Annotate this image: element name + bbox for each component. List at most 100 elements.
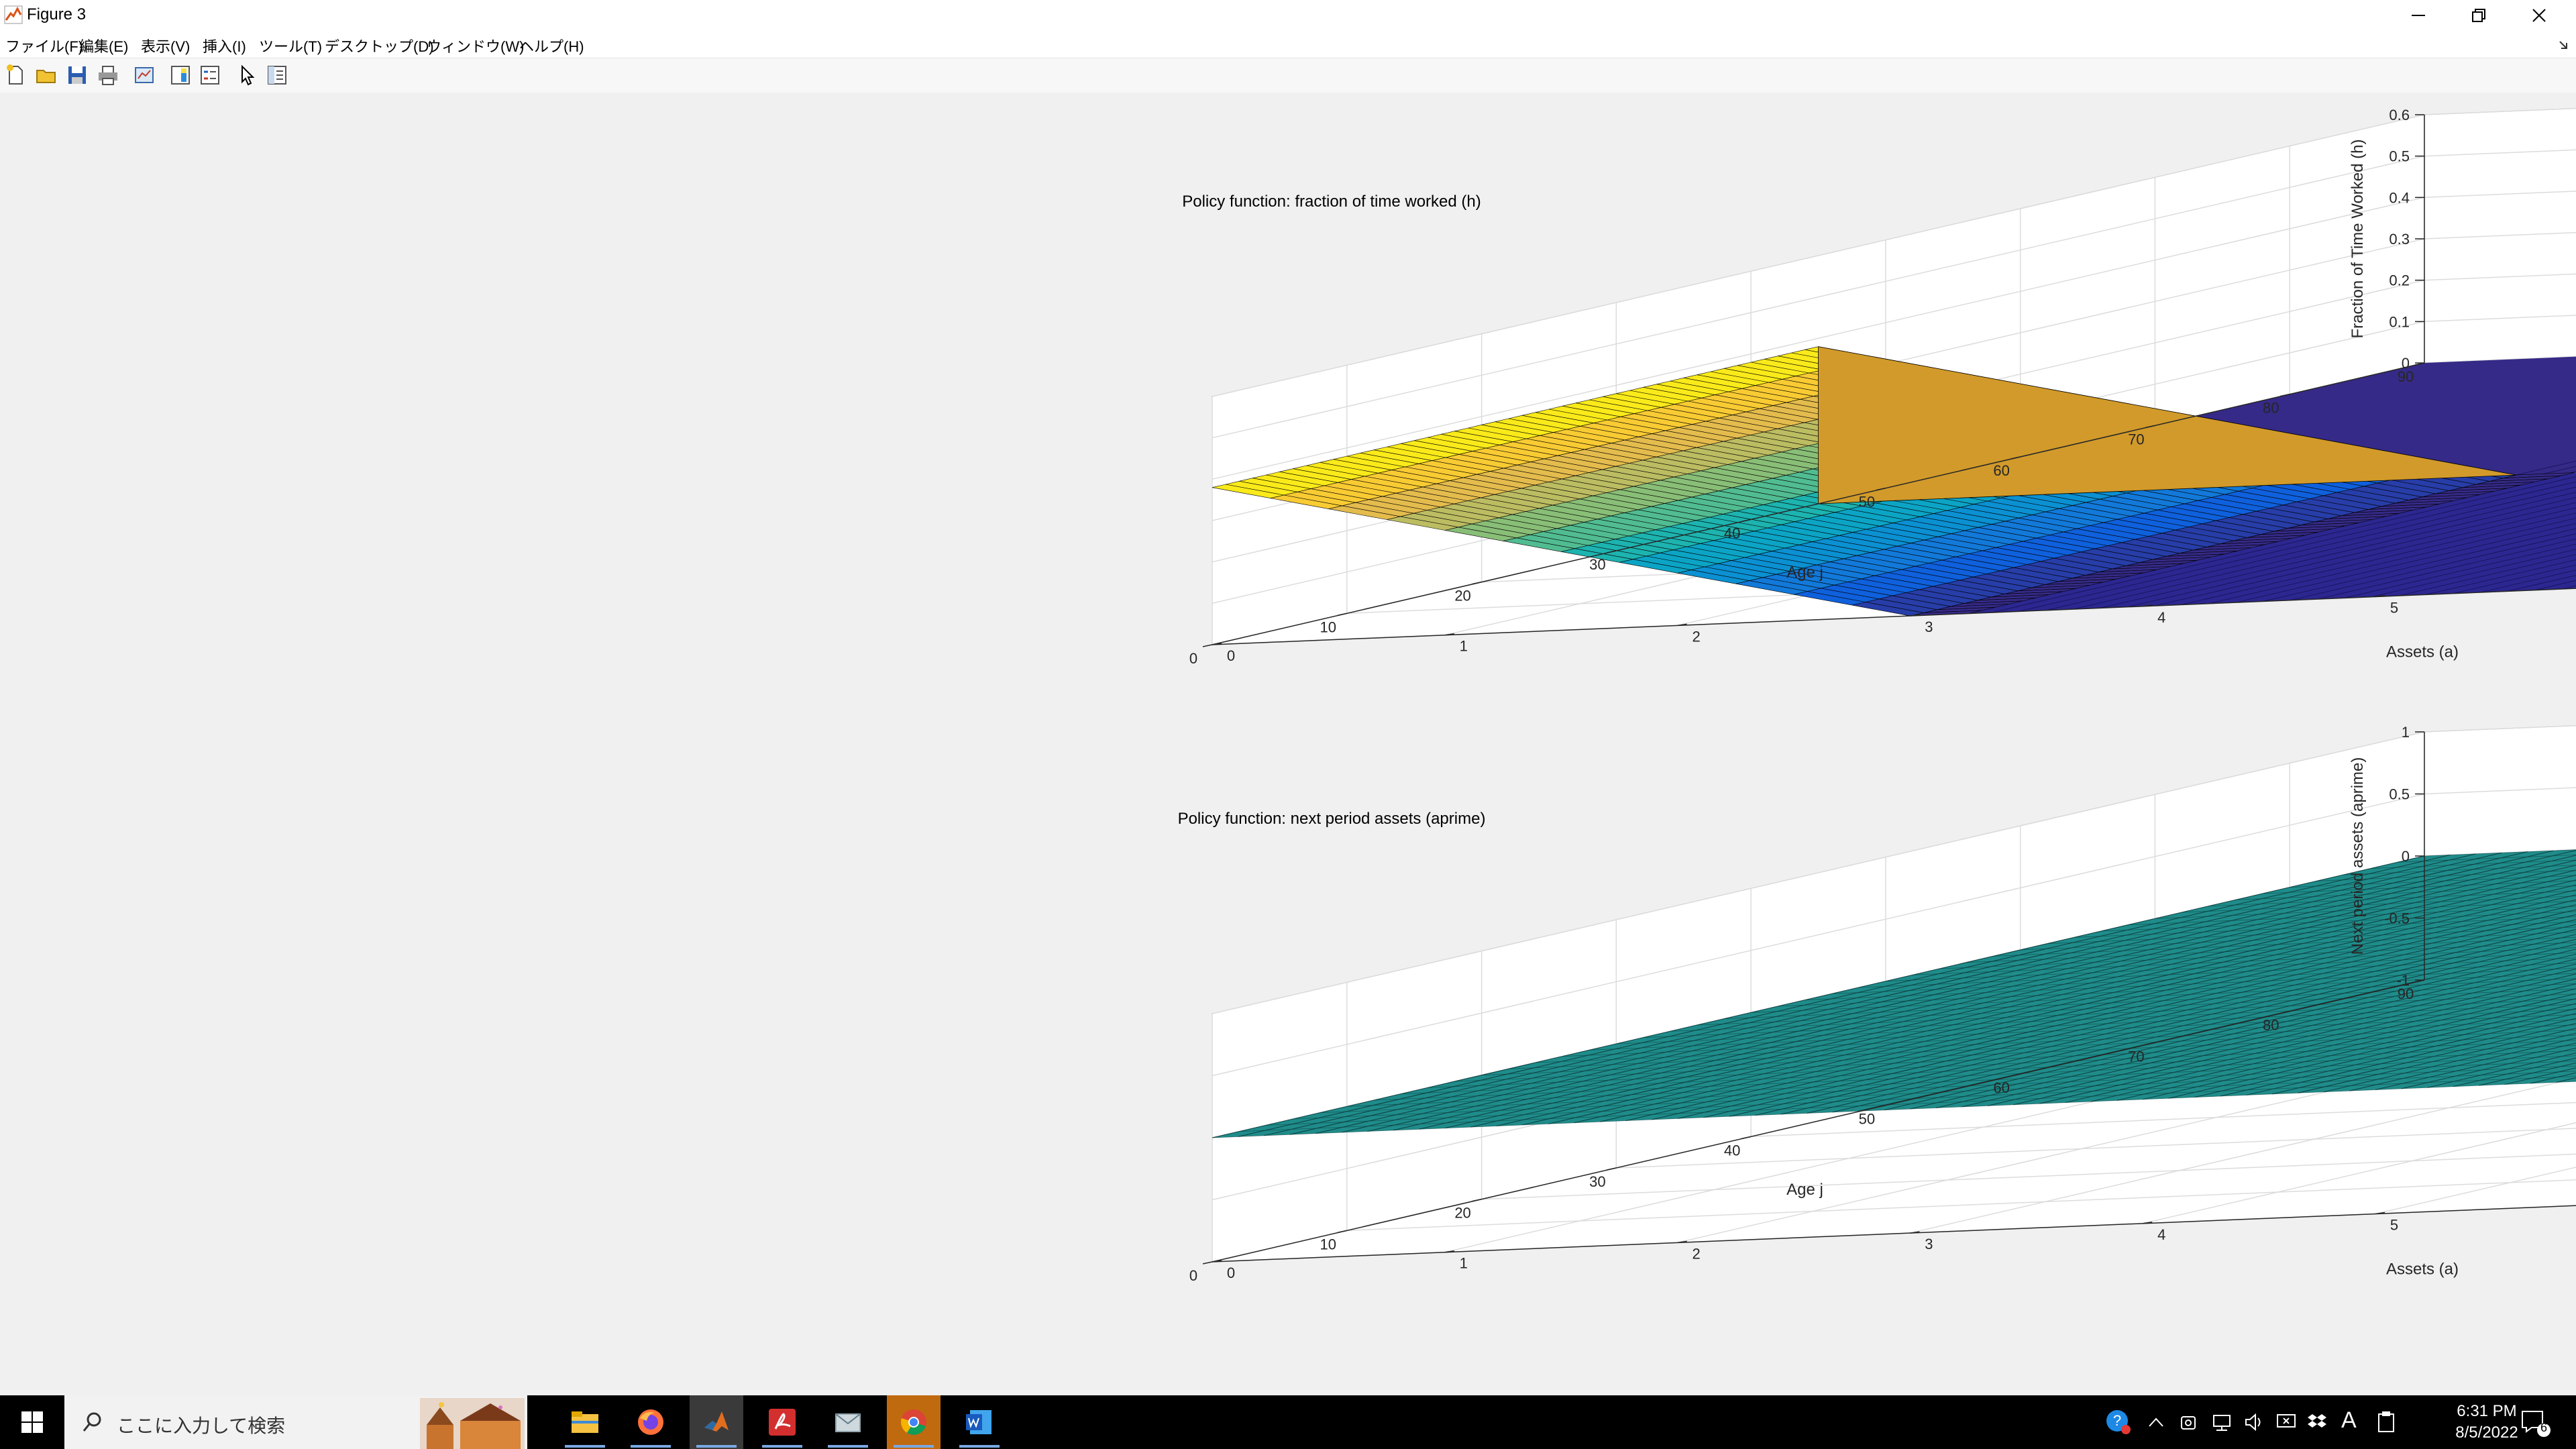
- new-figure-icon[interactable]: [4, 64, 27, 87]
- surface-mesh-line: [1966, 936, 2576, 963]
- surface-edge-wall: [1818, 346, 2516, 504]
- chevron-up-icon[interactable]: [2147, 1414, 2165, 1430]
- surface-mesh-line: [1320, 1061, 2576, 1114]
- y-tick-label: 30: [1589, 556, 1605, 573]
- surface-mesh-line: [1481, 1029, 2576, 1076]
- y-tick: [1202, 644, 1213, 647]
- x-tick: [1677, 1240, 1687, 1244]
- y-tick: [1472, 581, 1482, 585]
- taskbar-word[interactable]: [953, 1395, 1006, 1449]
- x-tick-label: 0: [1227, 1265, 1235, 1281]
- surface-mesh-line: [1535, 1019, 2576, 1063]
- save-icon[interactable]: [66, 64, 89, 87]
- surface-mesh-line: [2182, 896, 2576, 913]
- minimize-icon: [2412, 15, 2425, 16]
- surface-mesh-line: [1831, 963, 2576, 994]
- insert-colorbar-icon[interactable]: [169, 64, 192, 87]
- z-tick-label: 0.1: [2389, 313, 2410, 330]
- taskbar-firefox[interactable]: [624, 1395, 678, 1449]
- x-tick-label: 3: [1925, 619, 1933, 635]
- z-tick-label: 0.5: [2389, 786, 2410, 803]
- ime-indicator[interactable]: A: [2341, 1407, 2357, 1433]
- surface-mesh-line: [1373, 1050, 2576, 1101]
- taskbar-search[interactable]: ここに入力して検索: [64, 1395, 527, 1449]
- camera-icon[interactable]: [2179, 1411, 2199, 1433]
- surface-mesh-line: [2013, 973, 2576, 1106]
- start-button[interactable]: [0, 1395, 64, 1449]
- surface-mesh-line: [1496, 874, 2576, 1127]
- insert-legend-icon[interactable]: [199, 64, 221, 87]
- clipboard-icon[interactable]: [2375, 1410, 2398, 1434]
- surface-mesh-line: [1212, 1081, 2576, 1138]
- menu-tools[interactable]: ツール(T): [259, 38, 323, 55]
- surface-mesh-line: [2168, 1003, 2576, 1099]
- network-icon[interactable]: [2211, 1411, 2233, 1433]
- surface-mesh-line: [1677, 909, 2576, 1119]
- y-tick: [2010, 1073, 2021, 1077]
- y-tick-label: 90: [2398, 985, 2414, 1002]
- link-plot-icon[interactable]: [133, 64, 156, 87]
- y-tick: [1741, 519, 1752, 523]
- y-tick-label: 80: [2263, 400, 2279, 417]
- minimize-button[interactable]: [2388, 0, 2449, 31]
- restore-button[interactable]: [2449, 0, 2509, 31]
- mail-icon: [835, 1413, 861, 1432]
- menu-file[interactable]: ファイル(F): [5, 38, 84, 55]
- surface-mesh-line: [1316, 851, 2528, 1134]
- y-tick-label: 20: [1454, 1205, 1470, 1222]
- menu-edit[interactable]: 編集(E): [79, 38, 129, 55]
- edit-plot-arrow-icon[interactable]: [236, 64, 259, 87]
- notification-center-icon[interactable]: [2520, 1409, 2552, 1438]
- surface-mesh-line: [1393, 855, 2576, 1131]
- menu-desktop[interactable]: デスクトップ(D): [325, 38, 434, 55]
- surface-mesh-line: [2317, 538, 2576, 600]
- surface-mesh-line: [1428, 1040, 2576, 1088]
- menu-help[interactable]: ヘルプ(H): [519, 38, 584, 55]
- property-inspector-icon[interactable]: [266, 64, 288, 87]
- open-file-icon[interactable]: [35, 64, 58, 87]
- surface-mesh-line: [1755, 924, 2576, 1116]
- taskbar-acrobat[interactable]: [755, 1395, 809, 1449]
- window-title: Figure 3: [27, 5, 87, 23]
- taskbar-matlab[interactable]: [690, 1395, 743, 1449]
- print-icon[interactable]: [97, 64, 119, 87]
- y-tick: [2145, 425, 2155, 429]
- y-tick-label: 40: [1724, 1142, 1740, 1159]
- windows-logo-icon: [21, 1411, 43, 1433]
- figure-axes-area: 012345678910010203040506070809000.10.20.…: [1178, 93, 2576, 1284]
- x-tick-label: 2: [1692, 1245, 1700, 1262]
- display-settings-icon[interactable]: [2275, 1411, 2297, 1433]
- surface-mesh-line: [1670, 994, 2576, 1032]
- help-tips-icon[interactable]: ?: [2105, 1409, 2132, 1436]
- surface-mesh-line: [1212, 855, 2425, 1138]
- y-tick-label: 10: [1320, 619, 1336, 635]
- x-tick-label: 2: [1692, 628, 1700, 645]
- surface-mesh-line: [2246, 1018, 2576, 1095]
- back-wall: [2424, 108, 2576, 364]
- clock[interactable]: 6:31 PM 8/5/2022: [2436, 1401, 2537, 1444]
- y-tick: [2010, 456, 2021, 460]
- close-button[interactable]: [2509, 0, 2569, 31]
- volume-icon[interactable]: [2243, 1411, 2265, 1433]
- menu-view[interactable]: 表示(V): [141, 38, 191, 55]
- y-tick: [1741, 1136, 1752, 1140]
- taskbar-file-explorer[interactable]: [558, 1395, 612, 1449]
- title-bar: Figure 3: [0, 0, 2576, 31]
- plot-next-assets[interactable]: 0123456789100102030405060708090-1-0.500.…: [1178, 636, 2576, 1284]
- surface-mesh-line: [1703, 914, 2576, 1118]
- plot-time-worked[interactable]: 012345678910010203040506070809000.10.20.…: [1182, 93, 2576, 667]
- plot-title: Policy function: fraction of time worked…: [1182, 193, 1481, 211]
- surface-mesh-line: [1266, 1071, 2576, 1126]
- taskbar-mail[interactable]: [821, 1395, 875, 1449]
- dock-arrow-icon[interactable]: [2557, 39, 2569, 51]
- figure-toolbar: [0, 58, 2576, 94]
- surface-mesh-line: [2127, 502, 2576, 608]
- z-tick-label: 0.5: [2389, 148, 2410, 165]
- surface-mesh-line: [2073, 492, 2576, 610]
- dropbox-icon[interactable]: [2306, 1411, 2328, 1433]
- surface-mesh-line: [1729, 919, 2576, 1117]
- surface-mesh-line: [2155, 901, 2576, 919]
- menu-insert[interactable]: 挿入(I): [203, 38, 246, 55]
- taskbar-chrome[interactable]: [887, 1395, 941, 1449]
- menu-window[interactable]: ウィンドウ(W): [427, 38, 525, 55]
